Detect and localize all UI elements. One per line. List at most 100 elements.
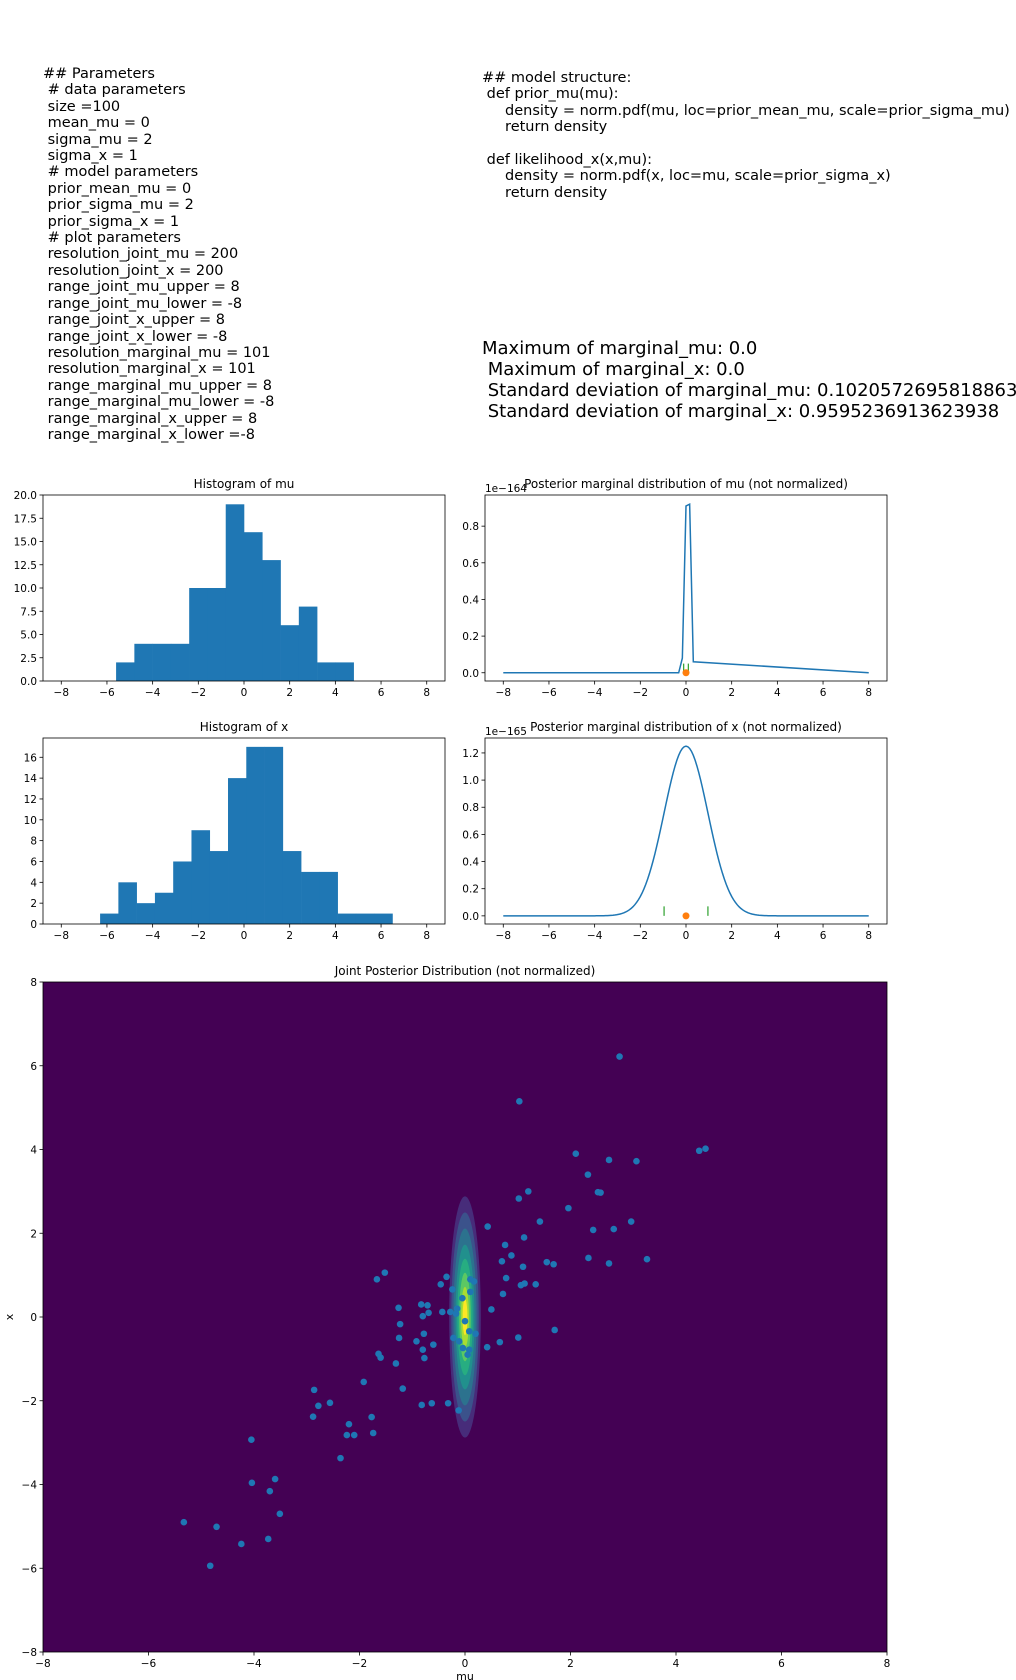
x-tick-label: 4 bbox=[673, 1658, 680, 1670]
data-point bbox=[368, 1413, 375, 1421]
data-point bbox=[459, 1344, 467, 1352]
y-tick-label: 12 bbox=[24, 794, 37, 806]
chart-title: Histogram of x bbox=[200, 720, 289, 734]
data-point bbox=[536, 1218, 544, 1225]
histogram-bar bbox=[246, 746, 265, 924]
y-tick-label: 14 bbox=[24, 773, 38, 785]
data-point bbox=[326, 1399, 334, 1407]
data-point bbox=[488, 1306, 495, 1313]
data-point bbox=[465, 1346, 473, 1353]
y-tick-label: 16 bbox=[24, 752, 38, 764]
data-point bbox=[459, 1294, 466, 1302]
data-point bbox=[455, 1407, 462, 1414]
histogram-bar bbox=[116, 662, 135, 681]
data-point bbox=[424, 1301, 431, 1309]
data-point bbox=[499, 1290, 507, 1298]
data-point bbox=[419, 1346, 427, 1353]
x-tick-label: 4 bbox=[332, 930, 339, 942]
x-tick-label: 6 bbox=[778, 1658, 785, 1670]
chart-marg_mu: −8 −6 −4 −2 0 2 4 6 8 0.0 0.2 0.4 0.6 0.8 Posterior ma… bbox=[462, 477, 888, 699]
x-tick-label: −6 bbox=[541, 930, 557, 942]
x-tick-label: −6 bbox=[99, 687, 115, 699]
x-tick-label: −2 bbox=[352, 1658, 367, 1670]
maximum-marker bbox=[682, 912, 690, 920]
histogram-bar bbox=[228, 778, 247, 924]
data-point bbox=[395, 1304, 402, 1312]
histogram-bar bbox=[335, 662, 354, 681]
y-tick-label: 20.0 bbox=[14, 490, 37, 502]
y-tick-label: 0.8 bbox=[462, 802, 479, 814]
x-tick-label: −8 bbox=[54, 687, 69, 699]
y-tick-label: 10.0 bbox=[14, 583, 37, 595]
histogram-bar bbox=[264, 746, 284, 924]
x-tick-label: 2 bbox=[567, 1658, 574, 1670]
data-point bbox=[465, 1327, 473, 1335]
data-point bbox=[248, 1479, 256, 1487]
data-point bbox=[584, 1171, 592, 1178]
data-point bbox=[633, 1157, 640, 1165]
data-point bbox=[399, 1385, 407, 1392]
data-point bbox=[702, 1145, 709, 1152]
data-point bbox=[484, 1223, 491, 1230]
x-tick-label: −8 bbox=[496, 930, 511, 942]
histogram-bar bbox=[136, 903, 156, 924]
x-tick-label: −2 bbox=[633, 930, 648, 942]
x-tick-label: 0 bbox=[683, 687, 690, 699]
x-tick-label: 0 bbox=[241, 687, 248, 699]
x-tick-label: 8 bbox=[423, 687, 430, 699]
data-point bbox=[453, 1305, 461, 1312]
data-point bbox=[392, 1360, 400, 1367]
data-point bbox=[309, 1413, 317, 1420]
x-tick-label: 0 bbox=[683, 930, 690, 942]
data-point bbox=[610, 1225, 618, 1233]
data-point bbox=[525, 1188, 532, 1195]
data-point bbox=[264, 1535, 272, 1543]
scale-offset-label: 1e−164 bbox=[485, 483, 527, 495]
data-point bbox=[550, 1260, 557, 1268]
maximum-marker bbox=[682, 669, 690, 677]
data-point bbox=[519, 1263, 527, 1271]
density-line bbox=[503, 745, 869, 917]
x-tick-label: 6 bbox=[820, 687, 827, 699]
histogram-bar bbox=[134, 643, 153, 681]
histogram-bar bbox=[319, 871, 338, 924]
data-point bbox=[206, 1562, 214, 1570]
data-point bbox=[449, 1286, 456, 1293]
y-tick-label: 6 bbox=[30, 856, 37, 868]
x-tick-label: −2 bbox=[633, 687, 648, 699]
data-point bbox=[521, 1280, 528, 1287]
data-point bbox=[421, 1354, 428, 1362]
data-point bbox=[516, 1098, 523, 1105]
x-tick-label: −8 bbox=[496, 687, 511, 699]
y-tick-label: 0 bbox=[30, 919, 37, 931]
data-point bbox=[543, 1258, 551, 1266]
histogram-bar bbox=[298, 606, 318, 681]
chart-marg_x: −8 −6 −4 −2 0 2 4 6 8 0.0 0.2 0.4 0.6 0.8 1.0 1.2 Poster… bbox=[462, 720, 888, 942]
histogram-bar bbox=[280, 625, 300, 681]
data-point bbox=[472, 1330, 479, 1338]
histogram-bar bbox=[100, 913, 119, 924]
y-tick-label: 8 bbox=[30, 836, 37, 848]
axes-frame bbox=[484, 737, 888, 925]
data-point bbox=[444, 1399, 452, 1407]
data-point bbox=[446, 1308, 454, 1316]
data-point bbox=[276, 1510, 284, 1518]
histogram-bar bbox=[154, 892, 174, 924]
data-point bbox=[452, 1310, 460, 1317]
histogram-bar bbox=[355, 913, 375, 924]
x-tick-label: 2 bbox=[286, 687, 293, 699]
data-point bbox=[419, 1312, 427, 1320]
chart-title: Histogram of mu bbox=[194, 477, 295, 491]
x-axis-label: mu bbox=[456, 1670, 474, 1680]
x-tick-label: −8 bbox=[35, 1658, 50, 1670]
y-tick-label: 6 bbox=[30, 1061, 37, 1073]
data-point bbox=[470, 1278, 478, 1285]
data-point bbox=[443, 1273, 450, 1281]
histogram-bar bbox=[225, 504, 245, 681]
y-tick-label: 0.6 bbox=[462, 829, 479, 841]
x-tick-label: 2 bbox=[728, 687, 735, 699]
data-point bbox=[605, 1156, 613, 1164]
data-point bbox=[369, 1429, 377, 1437]
y-tick-label: 10 bbox=[24, 815, 37, 827]
